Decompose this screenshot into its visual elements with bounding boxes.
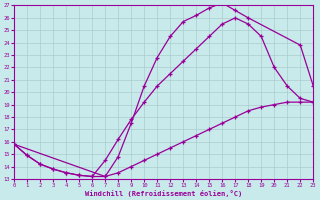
X-axis label: Windchill (Refroidissement éolien,°C): Windchill (Refroidissement éolien,°C) [85,190,242,197]
